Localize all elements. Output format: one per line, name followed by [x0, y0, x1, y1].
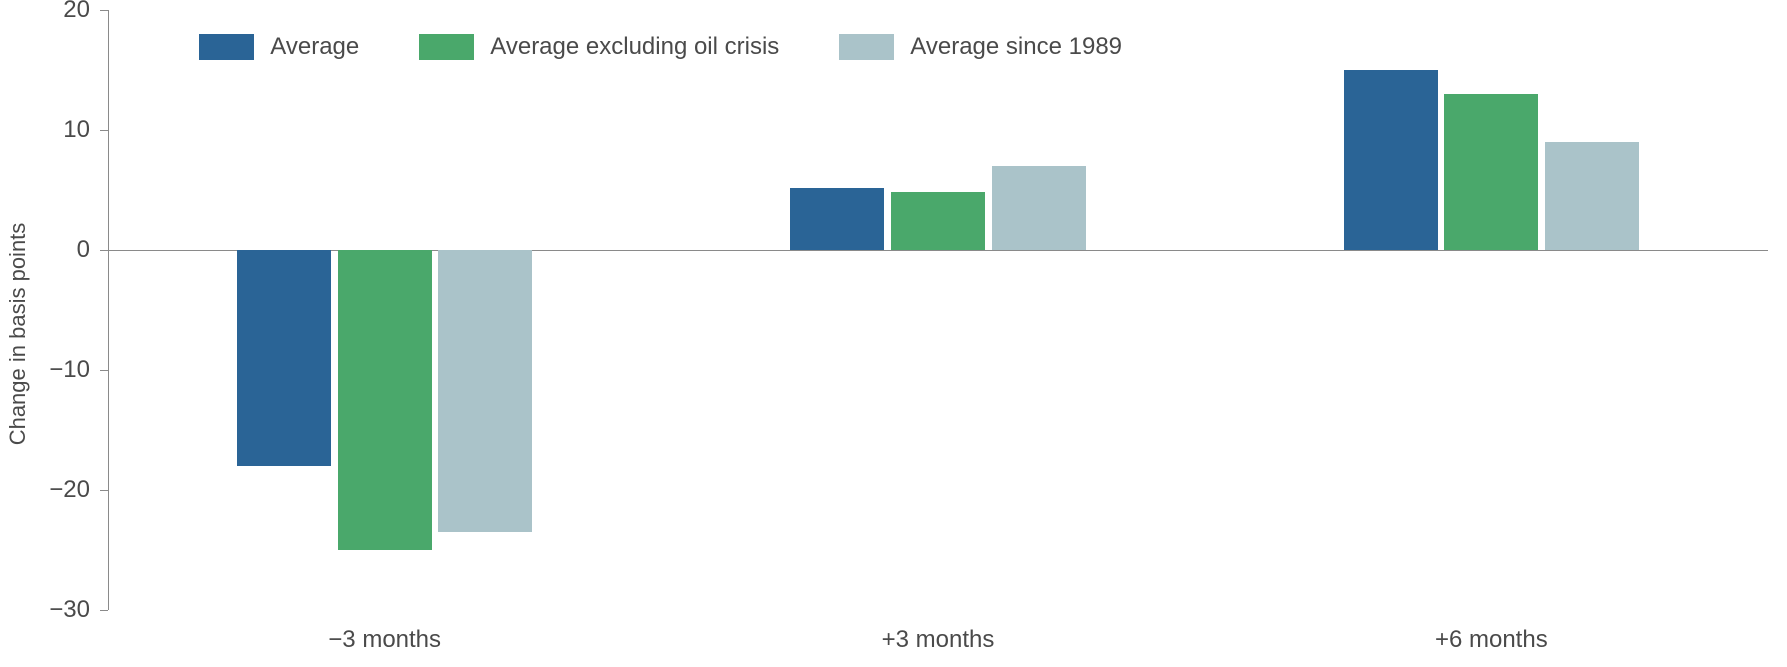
bar-m3_minus-avg_1989	[438, 250, 532, 532]
ytick-label: −20	[49, 476, 90, 504]
ytick-label: −30	[49, 596, 90, 624]
bar-m6_plus-avg_ex_oil	[1444, 94, 1538, 250]
legend-item-avg: Average	[199, 33, 359, 61]
ytick-mark	[100, 610, 108, 611]
legend-label: Average since 1989	[910, 33, 1122, 61]
ytick-mark	[100, 490, 108, 491]
legend-item-avg_ex_oil: Average excluding oil crisis	[419, 33, 779, 61]
legend-label: Average excluding oil crisis	[490, 33, 779, 61]
ytick-mark	[100, 250, 108, 251]
ytick-mark	[100, 10, 108, 11]
bar-m3_plus-avg	[790, 188, 884, 250]
legend-item-avg_1989: Average since 1989	[839, 33, 1122, 61]
x-category-label: +3 months	[882, 626, 995, 654]
ytick-label: 20	[63, 0, 90, 24]
bar-m3_plus-avg_1989	[992, 166, 1086, 250]
legend-label: Average	[270, 33, 359, 61]
bar-m3_minus-avg	[237, 250, 331, 466]
basis-points-chart: Change in basis points −30−20−1001020−3 …	[0, 0, 1787, 667]
ytick-label: −10	[49, 356, 90, 384]
legend-swatch	[839, 34, 894, 60]
legend-swatch	[419, 34, 474, 60]
plot-area: −30−20−1001020−3 months+3 months+6 month…	[108, 10, 1768, 610]
bar-m3_plus-avg_ex_oil	[891, 192, 985, 250]
x-category-label: +6 months	[1435, 626, 1548, 654]
ytick-mark	[100, 370, 108, 371]
ytick-label: 10	[63, 116, 90, 144]
y-axis-title: Change in basis points	[5, 222, 31, 445]
legend-swatch	[199, 34, 254, 60]
bar-m6_plus-avg_1989	[1545, 142, 1639, 250]
ytick-mark	[100, 130, 108, 131]
ytick-label: 0	[77, 236, 90, 264]
bar-m3_minus-avg_ex_oil	[338, 250, 432, 550]
bar-m6_plus-avg	[1344, 70, 1438, 250]
x-category-label: −3 months	[328, 626, 441, 654]
y-axis-line	[108, 10, 109, 610]
legend: Average Average excluding oil crisis Avera…	[199, 33, 1122, 61]
